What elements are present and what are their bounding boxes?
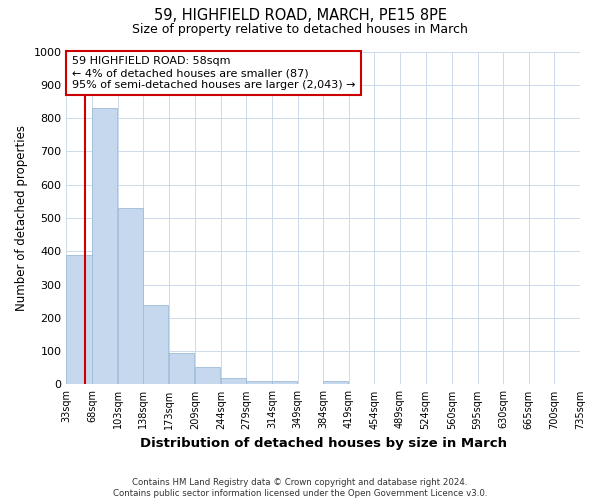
Bar <box>272 381 297 384</box>
Bar <box>169 353 194 384</box>
Bar <box>92 108 117 384</box>
Bar <box>247 381 272 384</box>
Bar <box>221 378 246 384</box>
Bar <box>143 304 169 384</box>
Text: 59, HIGHFIELD ROAD, MARCH, PE15 8PE: 59, HIGHFIELD ROAD, MARCH, PE15 8PE <box>154 8 446 22</box>
Y-axis label: Number of detached properties: Number of detached properties <box>15 125 28 311</box>
Bar <box>118 208 143 384</box>
Text: 59 HIGHFIELD ROAD: 58sqm
← 4% of detached houses are smaller (87)
95% of semi-de: 59 HIGHFIELD ROAD: 58sqm ← 4% of detache… <box>71 56 355 90</box>
Bar <box>323 381 349 384</box>
Bar <box>67 254 92 384</box>
Text: Size of property relative to detached houses in March: Size of property relative to detached ho… <box>132 22 468 36</box>
X-axis label: Distribution of detached houses by size in March: Distribution of detached houses by size … <box>140 437 507 450</box>
Bar <box>195 367 220 384</box>
Text: Contains HM Land Registry data © Crown copyright and database right 2024.
Contai: Contains HM Land Registry data © Crown c… <box>113 478 487 498</box>
